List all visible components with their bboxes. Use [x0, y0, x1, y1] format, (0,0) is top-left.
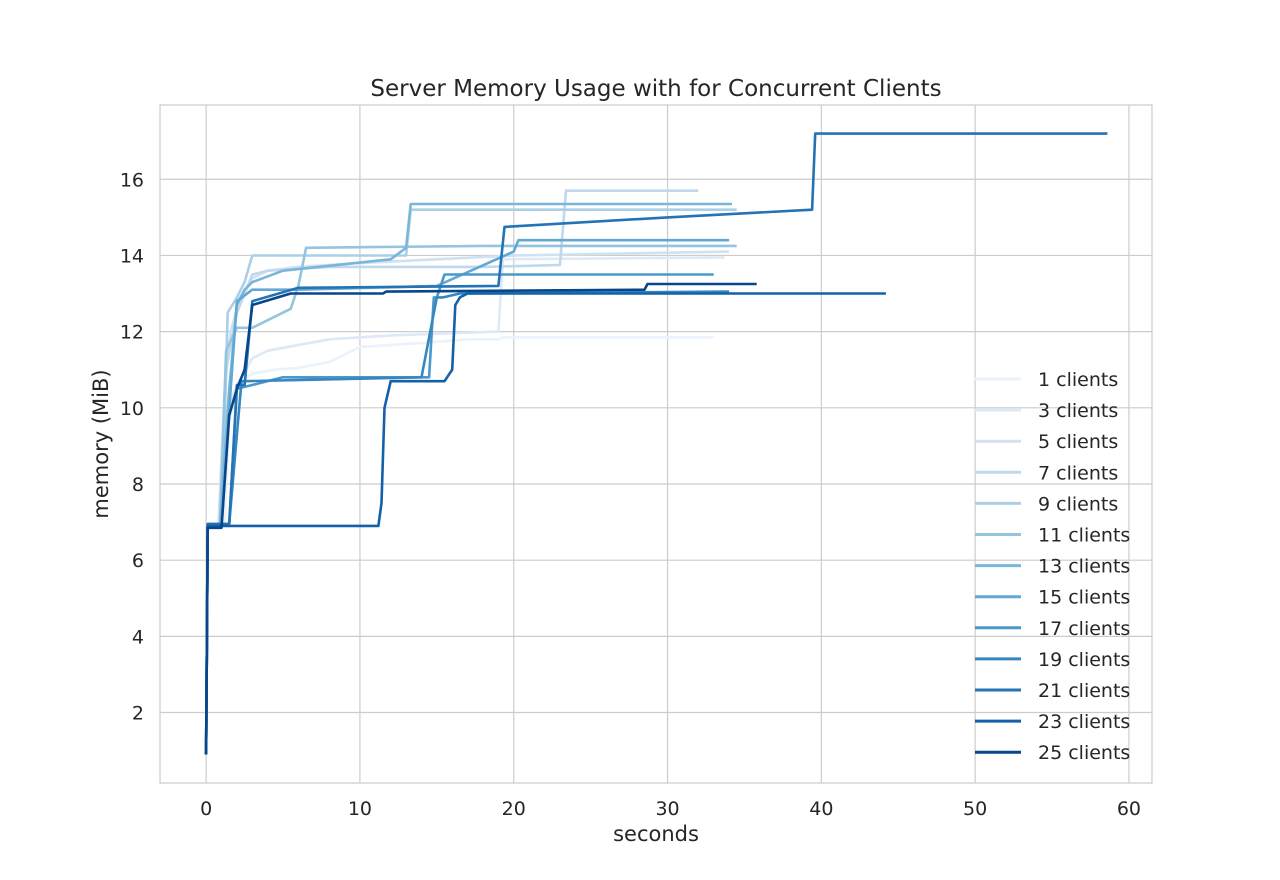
legend-label: 15 clients — [1038, 587, 1130, 609]
legend: 1 clients 3 clients 5 clients 7 clients 9 cl… — [975, 369, 1130, 764]
legend-label: 3 clients — [1038, 400, 1118, 422]
x-tick-label: 60 — [1117, 798, 1141, 820]
legend-label: 23 clients — [1038, 711, 1130, 733]
y-tick-label: 10 — [120, 398, 144, 420]
series-line-21-clients — [204, 132, 1108, 755]
legend-label: 25 clients — [1038, 742, 1130, 764]
legend-label: 11 clients — [1038, 525, 1130, 547]
gridlines — [160, 105, 1152, 783]
x-ticks: 0 10 20 30 40 50 60 — [200, 798, 1141, 820]
plot-area — [160, 105, 1152, 783]
y-tick-label: 16 — [120, 169, 144, 191]
x-tick-label: 30 — [655, 798, 679, 820]
y-ticks: 2 4 6 8 10 12 14 16 — [120, 169, 144, 724]
x-axis-label: seconds — [613, 822, 699, 846]
y-tick-label: 4 — [132, 626, 144, 648]
x-tick-label: 40 — [809, 798, 833, 820]
legend-label: 9 clients — [1038, 493, 1118, 515]
y-tick-label: 8 — [132, 474, 144, 496]
legend-label: 1 clients — [1038, 369, 1118, 391]
y-tick-label: 6 — [132, 550, 144, 572]
legend-label: 21 clients — [1038, 680, 1130, 702]
y-tick-label: 2 — [132, 703, 144, 725]
x-tick-label: 50 — [963, 798, 987, 820]
series-lines — [204, 132, 1108, 755]
legend-label: 17 clients — [1038, 618, 1130, 640]
legend-label: 7 clients — [1038, 462, 1118, 484]
y-tick-label: 14 — [120, 245, 144, 267]
y-axis-label: memory (MiB) — [89, 369, 113, 518]
legend-label: 19 clients — [1038, 649, 1130, 671]
chart-title: Server Memory Usage with for Concurrent … — [370, 76, 941, 102]
plot-frame — [159, 104, 1153, 784]
series-line-25-clients — [204, 282, 757, 755]
series-line-23-clients — [204, 292, 886, 755]
x-tick-label: 10 — [348, 798, 372, 820]
legend-label: 5 clients — [1038, 431, 1118, 453]
x-tick-label: 0 — [200, 798, 212, 820]
y-tick-label: 12 — [120, 322, 144, 344]
x-tick-label: 20 — [502, 798, 526, 820]
legend-label: 13 clients — [1038, 556, 1130, 578]
